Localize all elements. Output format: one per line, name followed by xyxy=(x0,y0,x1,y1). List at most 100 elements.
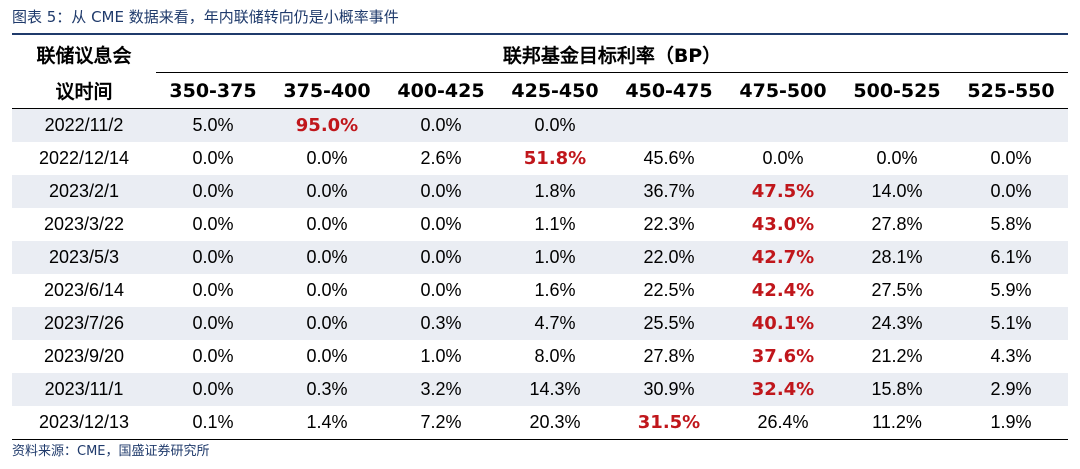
probability-cell-highlight: 37.6% xyxy=(751,346,815,367)
rate-column-header: 475-500 xyxy=(726,72,840,109)
probability-cell: 5.9% xyxy=(990,280,1032,300)
probability-cell: 1.0% xyxy=(498,241,612,274)
probability-cell-highlight: 32.4% xyxy=(726,373,840,406)
probability-cell: 0.0% xyxy=(156,175,270,208)
probability-cell: 0.0% xyxy=(270,175,384,208)
rate-group-header: 联邦基金目标利率（BP） xyxy=(156,36,1069,73)
probability-cell: 0.0% xyxy=(876,148,918,168)
probability-cell: 27.5% xyxy=(871,280,923,300)
probability-cell: 0.0% xyxy=(192,346,234,366)
probability-cell: 0.0% xyxy=(762,148,804,168)
header-row-1: 联储议息会 联邦基金目标利率（BP） xyxy=(12,36,1069,73)
probability-cell: 0.0% xyxy=(384,175,498,208)
table-row: 2023/7/26 0.0% 0.0% 0.3% 4.7% 25.5% 40.1% 24.3%… xyxy=(12,307,1069,340)
rate-column-header: 450-475 xyxy=(612,72,726,109)
probability-cell: 22.5% xyxy=(643,280,695,300)
date-column-header-line1: 联储议息会 xyxy=(36,44,132,67)
probability-cell: 36.7% xyxy=(612,175,726,208)
probability-cell: 22.0% xyxy=(612,241,726,274)
probability-cell: 2.9% xyxy=(954,373,1069,406)
meeting-date-cell: 2022/12/14 xyxy=(38,148,130,168)
probability-cell: 30.9% xyxy=(612,373,726,406)
probability-cell: 0.0% xyxy=(192,214,234,234)
rate-column-header: 400-425 xyxy=(384,72,498,109)
probability-cell-highlight: 42.4% xyxy=(751,280,815,301)
caption-rule xyxy=(12,33,1068,35)
probability-cell xyxy=(612,108,726,142)
rate-probability-table: 联储议息会 联邦基金目标利率（BP） 议时间 350-375 375-400 400… xyxy=(12,36,1069,440)
probability-cell: 11.2% xyxy=(840,406,954,440)
probability-cell: 20.3% xyxy=(498,406,612,440)
probability-cell: 8.0% xyxy=(534,346,576,366)
meeting-date-cell: 2023/3/22 xyxy=(43,214,125,234)
probability-cell: 0.0% xyxy=(954,175,1069,208)
probability-cell: 0.0% xyxy=(420,280,462,300)
meeting-date-cell: 2022/11/2 xyxy=(12,108,156,142)
table-row: 2023/12/13 0.1% 1.4% 7.2% 20.3% 31.5% 26.4% 11.… xyxy=(12,406,1069,440)
probability-cell-highlight: 43.0% xyxy=(751,214,815,235)
probability-cell: 0.3% xyxy=(384,307,498,340)
meeting-date-cell: 2023/7/26 xyxy=(12,307,156,340)
probability-cell: 24.3% xyxy=(840,307,954,340)
rate-column-header: 525-550 xyxy=(954,72,1069,109)
probability-cell: 2.6% xyxy=(420,148,462,168)
probability-cell: 1.1% xyxy=(534,214,576,234)
meeting-date-cell: 2023/6/14 xyxy=(43,280,125,300)
meeting-date-cell: 2023/9/20 xyxy=(43,346,125,366)
probability-cell: 0.0% xyxy=(192,280,234,300)
probability-cell: 0.0% xyxy=(156,241,270,274)
table-body: 2022/11/2 5.0% 95.0% 0.0% 0.0% 2022/12/14 0.0%… xyxy=(12,108,1069,440)
probability-cell: 28.1% xyxy=(840,241,954,274)
meeting-date-cell: 2023/11/1 xyxy=(12,373,156,406)
probability-cell xyxy=(840,108,954,142)
probability-cell: 1.9% xyxy=(954,406,1069,440)
meeting-date-cell: 2023/12/13 xyxy=(12,406,156,440)
table-row: 2023/6/14 0.0% 0.0% 0.0% 1.6% 22.5% 42.4% 27.5%… xyxy=(12,274,1068,307)
probability-cell: 14.0% xyxy=(840,175,954,208)
probability-cell: 0.0% xyxy=(384,108,498,142)
probability-cell: 0.0% xyxy=(498,108,612,142)
table-row: 2023/5/3 0.0% 0.0% 0.0% 1.0% 22.0% 42.7% 28.1% 6… xyxy=(12,241,1069,274)
probability-cell: 14.3% xyxy=(498,373,612,406)
probability-cell: 1.0% xyxy=(420,346,462,366)
table-row: 2023/3/22 0.0% 0.0% 0.0% 1.1% 22.3% 43.0% 27.8%… xyxy=(12,208,1068,241)
probability-cell: 4.3% xyxy=(990,346,1032,366)
probability-cell: 5.0% xyxy=(156,108,270,142)
probability-cell: 25.5% xyxy=(612,307,726,340)
probability-cell: 15.8% xyxy=(840,373,954,406)
probability-cell: 0.3% xyxy=(270,373,384,406)
probability-cell: 0.0% xyxy=(384,241,498,274)
probability-cell: 0.0% xyxy=(192,148,234,168)
table-row: 2022/11/2 5.0% 95.0% 0.0% 0.0% xyxy=(12,108,1069,142)
probability-cell: 3.2% xyxy=(384,373,498,406)
table-row: 2023/2/1 0.0% 0.0% 0.0% 1.8% 36.7% 47.5% 14.0% 0… xyxy=(12,175,1069,208)
probability-cell: 1.4% xyxy=(270,406,384,440)
probability-cell: 27.8% xyxy=(643,346,695,366)
probability-cell: 0.0% xyxy=(306,214,348,234)
probability-cell: 0.0% xyxy=(270,241,384,274)
probability-cell-highlight: 40.1% xyxy=(726,307,840,340)
probability-cell-highlight: 47.5% xyxy=(726,175,840,208)
probability-cell-highlight: 31.5% xyxy=(612,406,726,440)
probability-cell: 1.6% xyxy=(534,280,576,300)
probability-cell: 0.0% xyxy=(156,307,270,340)
meeting-date-cell: 2023/2/1 xyxy=(12,175,156,208)
probability-cell: 6.1% xyxy=(954,241,1069,274)
date-column-header-line2: 议时间 xyxy=(12,72,156,109)
probability-cell: 0.0% xyxy=(420,214,462,234)
source-note: 资料来源：CME，国盛证券研究所 xyxy=(12,444,210,459)
probability-cell-highlight: 42.7% xyxy=(726,241,840,274)
probability-cell-highlight: 51.8% xyxy=(523,148,587,169)
probability-cell: 4.7% xyxy=(498,307,612,340)
probability-cell: 26.4% xyxy=(726,406,840,440)
probability-cell-highlight: 95.0% xyxy=(270,108,384,142)
table-row: 2023/9/20 0.0% 0.0% 1.0% 8.0% 27.8% 37.6% 21.2%… xyxy=(12,340,1068,373)
rate-column-header: 500-525 xyxy=(840,72,954,109)
probability-cell xyxy=(726,108,840,142)
probability-cell: 1.8% xyxy=(498,175,612,208)
probability-cell: 0.0% xyxy=(990,148,1032,168)
probability-cell: 22.3% xyxy=(643,214,695,234)
probability-cell: 0.0% xyxy=(306,148,348,168)
figure-caption: 图表 5：从 CME 数据来看，年内联储转向仍是小概率事件 xyxy=(12,8,399,26)
probability-cell: 5.1% xyxy=(954,307,1069,340)
